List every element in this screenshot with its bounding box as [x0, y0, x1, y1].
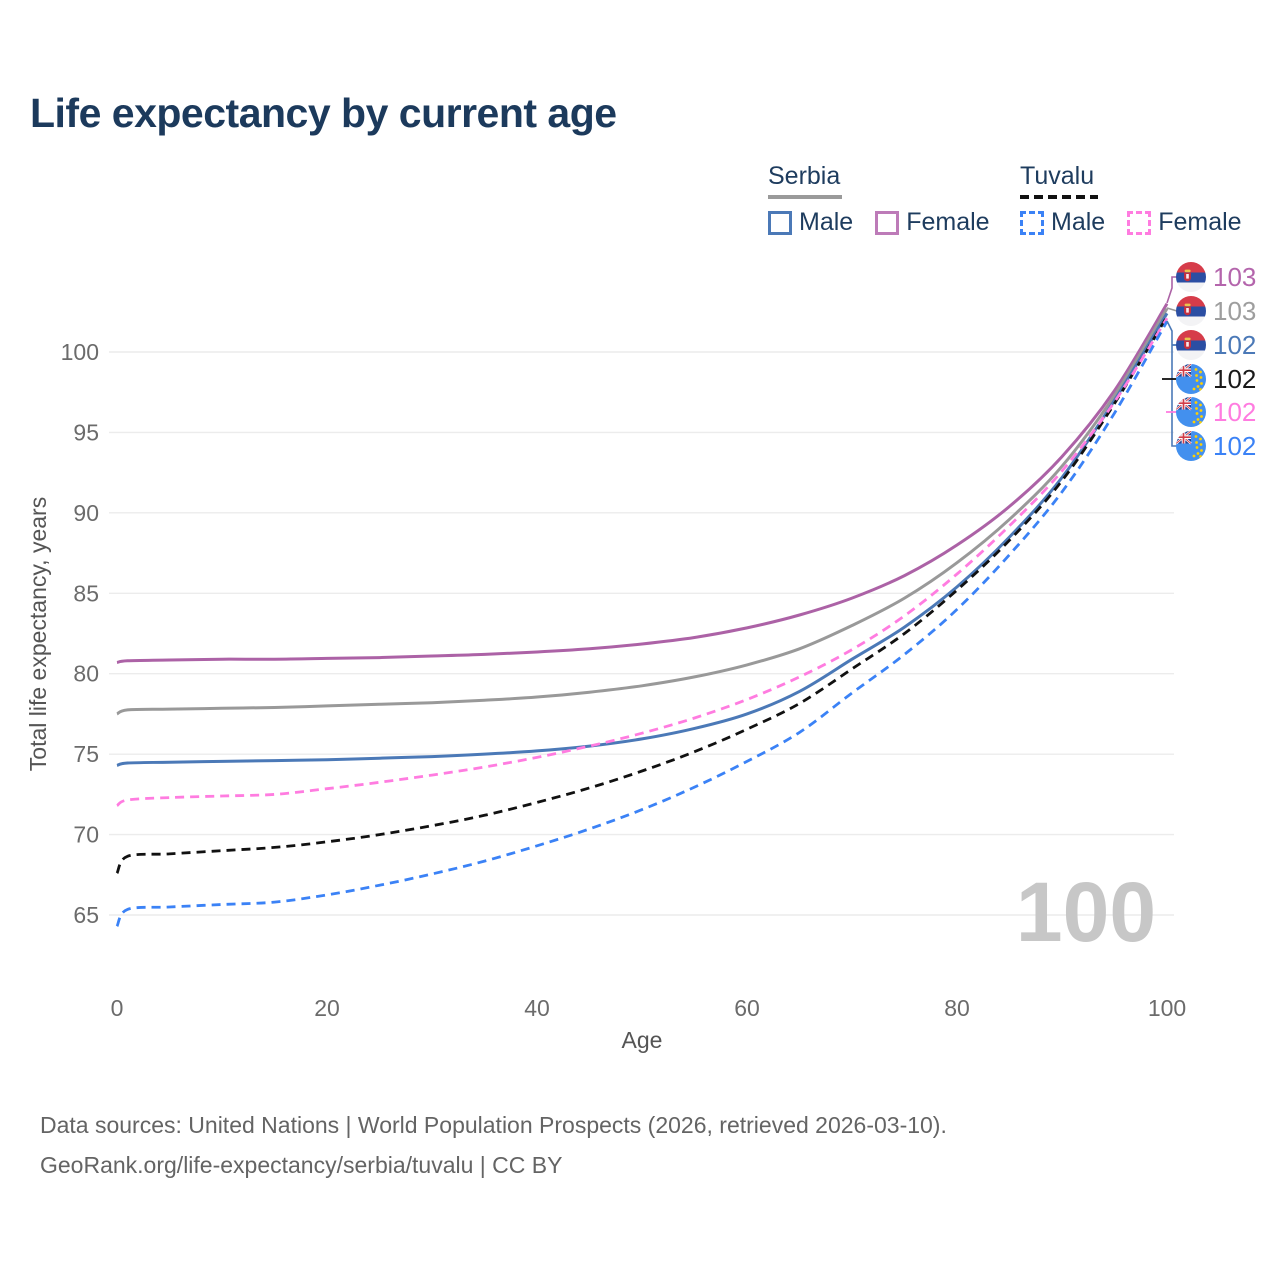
series-line-serbia-both	[116, 307, 1169, 716]
y-axis-title: Total life expectancy, years	[25, 497, 51, 771]
series-line-serbia-male	[116, 312, 1169, 767]
legend-group-serbia: Serbia Male Female	[768, 162, 990, 237]
end-value: 102	[1213, 430, 1257, 461]
y-tick-label: 90	[73, 500, 99, 526]
legend-label: Male	[1051, 208, 1106, 236]
tuvalu-female-swatch-icon	[1127, 210, 1152, 235]
end-label-row-serbia-female: 103	[1176, 262, 1256, 292]
tuvalu-flag	[1176, 364, 1206, 394]
leader-line	[1166, 320, 1177, 447]
tuvalu-flag-icon	[1176, 397, 1206, 427]
page-title: Life expectancy by current age	[30, 90, 617, 136]
tuvalu-flag-icon	[1176, 364, 1206, 394]
x-tick-label: 100	[1148, 995, 1186, 1021]
leader-line	[1166, 276, 1177, 304]
end-value: 103	[1213, 261, 1257, 292]
serbia-male-swatch-icon	[768, 210, 792, 235]
x-tick-label: 40	[524, 995, 550, 1021]
series-line-tuvalu-female	[116, 317, 1169, 807]
series-line-serbia-female	[116, 302, 1169, 664]
y-tick-label: 70	[73, 822, 99, 848]
end-label-row-tuvalu-both: 102	[1176, 364, 1256, 394]
legend-serbia-line-swatch	[768, 195, 842, 199]
serbia-female-swatch-icon	[875, 210, 900, 235]
end-value: 102	[1213, 396, 1257, 427]
legend-country-tuvalu[interactable]: Tuvalu	[1020, 162, 1095, 190]
x-tick-label: 0	[111, 995, 124, 1021]
x-tick-label: 20	[314, 995, 340, 1021]
source-url-line: GeoRank.org/life-expectancy/serbia/tuval…	[40, 1152, 563, 1179]
legend-item-tuvalu-male[interactable]: Male	[1020, 208, 1105, 237]
end-label-row-serbia-both: 103	[1176, 296, 1256, 326]
end-label-row-tuvalu-female: 102	[1176, 397, 1256, 427]
y-tick-label: 100	[61, 339, 99, 365]
footer-attribution: Data sources: United Nations | World Pop…	[40, 1105, 947, 1186]
x-tick-label: 60	[734, 995, 760, 1021]
serbia-flag	[1176, 262, 1206, 292]
legend-label: Male	[799, 208, 854, 236]
legend-label: Female	[1158, 208, 1242, 236]
legend-item-serbia-male[interactable]: Male	[768, 208, 853, 237]
y-tick-label: 65	[73, 902, 99, 928]
serbia-flag-icon	[1176, 262, 1206, 292]
serbia-flag	[1176, 296, 1206, 326]
data-sources-line: Data sources: United Nations | World Pop…	[40, 1112, 947, 1138]
leader-line	[1166, 307, 1178, 312]
legend-item-serbia-female[interactable]: Female	[875, 208, 990, 237]
legend-item-tuvalu-female[interactable]: Female	[1127, 208, 1242, 237]
legend-group-tuvalu: Tuvalu Male Female	[1020, 162, 1242, 237]
tuvalu-flag	[1176, 397, 1206, 427]
y-tick-label: 75	[73, 741, 99, 767]
end-value: 103	[1213, 295, 1257, 326]
legend-tuvalu-line-swatch	[1020, 195, 1098, 199]
end-value: 102	[1213, 329, 1257, 360]
legend-country-serbia[interactable]: Serbia	[768, 162, 841, 190]
serbia-flag-icon	[1176, 296, 1206, 326]
series-line-tuvalu-male	[115, 320, 1169, 928]
x-axis-title: Age	[622, 1027, 663, 1053]
y-tick-label: 80	[73, 661, 99, 687]
legend-label: Female	[906, 208, 990, 236]
y-tick-label: 95	[73, 419, 99, 445]
tuvalu-flag	[1176, 431, 1206, 461]
serbia-flag	[1176, 330, 1206, 360]
tuvalu-flag-icon	[1176, 431, 1206, 461]
end-label-row-tuvalu-male: 102	[1176, 431, 1256, 461]
serbia-flag-icon	[1176, 330, 1206, 360]
tuvalu-male-swatch-icon	[1020, 210, 1044, 235]
end-value: 102	[1213, 363, 1257, 394]
series-line-tuvalu-both	[115, 315, 1169, 874]
y-tick-label: 85	[73, 580, 99, 606]
end-label-row-serbia-male: 102	[1176, 330, 1256, 360]
x-tick-label: 80	[944, 995, 970, 1021]
age-watermark: 100	[1016, 865, 1156, 959]
